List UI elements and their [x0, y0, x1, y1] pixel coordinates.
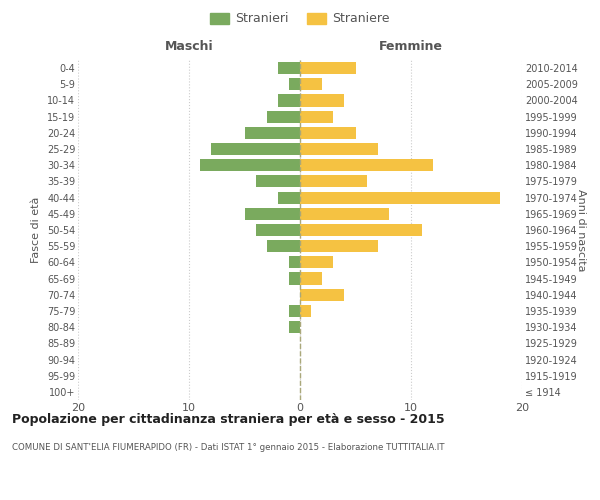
Bar [300, 78, 322, 90]
Bar [300, 62, 356, 74]
Bar [300, 208, 389, 220]
Bar [289, 78, 300, 90]
Bar [300, 224, 422, 236]
Bar [267, 110, 300, 122]
Bar [278, 62, 300, 74]
Bar [300, 143, 378, 155]
Text: Femmine: Femmine [379, 40, 443, 53]
Bar [300, 176, 367, 188]
Y-axis label: Anni di nascita: Anni di nascita [576, 188, 586, 271]
Bar [267, 240, 300, 252]
Bar [278, 94, 300, 106]
Bar [300, 192, 500, 203]
Bar [245, 208, 300, 220]
Bar [211, 143, 300, 155]
Bar [289, 272, 300, 284]
Bar [278, 192, 300, 203]
Bar [300, 110, 334, 122]
Bar [245, 127, 300, 139]
Bar [289, 321, 300, 333]
Bar [289, 305, 300, 317]
Bar [300, 256, 334, 268]
Bar [300, 305, 311, 317]
Bar [256, 224, 300, 236]
Bar [300, 272, 322, 284]
Bar [256, 176, 300, 188]
Y-axis label: Fasce di età: Fasce di età [31, 197, 41, 263]
Text: COMUNE DI SANT'ELIA FIUMERAPIDO (FR) - Dati ISTAT 1° gennaio 2015 - Elaborazione: COMUNE DI SANT'ELIA FIUMERAPIDO (FR) - D… [12, 442, 445, 452]
Bar [289, 256, 300, 268]
Text: Maschi: Maschi [164, 40, 214, 53]
Bar [300, 94, 344, 106]
Legend: Stranieri, Straniere: Stranieri, Straniere [206, 8, 394, 29]
Bar [300, 159, 433, 172]
Bar [300, 288, 344, 301]
Bar [200, 159, 300, 172]
Bar [300, 127, 356, 139]
Bar [300, 240, 378, 252]
Text: Popolazione per cittadinanza straniera per età e sesso - 2015: Popolazione per cittadinanza straniera p… [12, 412, 445, 426]
